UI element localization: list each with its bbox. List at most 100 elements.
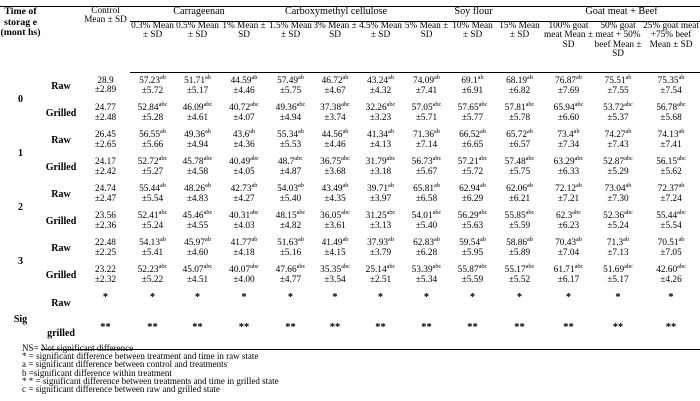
value-cell: 41.34ab ±4.13 (357, 127, 404, 154)
significance-superscript: ab (480, 182, 486, 190)
significance-superscript: ab (576, 182, 582, 190)
sd-value: ±2.51 (369, 274, 392, 285)
mean-value: 46.09 (182, 103, 204, 114)
value-cell: 46.72ab ±4.67 (313, 73, 357, 101)
significance-superscript: abc (574, 101, 584, 109)
significance-superscript: abc (250, 155, 259, 163)
significance-superscript: ab (678, 128, 685, 136)
mean-value: 23.22 (95, 265, 116, 276)
mean-value: 70.51 (657, 238, 679, 249)
sig-mark: ** (594, 319, 643, 350)
significance-superscript: abc (478, 101, 488, 109)
significance-superscript: abc (574, 155, 584, 163)
sd-value: ±2.89 (94, 85, 117, 96)
value-cell: 65.81ab ±6.58 (404, 181, 449, 208)
sig-mark: ** (357, 319, 405, 350)
state-header-spacer (41, 6, 81, 73)
value-cell: 53.72abc ±5.37 (594, 100, 642, 127)
sd-value: ±6.17 (557, 274, 580, 285)
sd-value: ±4.94 (186, 139, 209, 150)
sig-mark: ** (130, 319, 175, 350)
mean-value: 37.38 (320, 103, 342, 114)
table-row: Grilled 23.22 ±2.32 52.23abc ±5.22 45.07abc ±4… (0, 262, 700, 289)
mean-value: 69.1 (461, 76, 478, 87)
value-cell: 45.78abc ±4.58 (175, 154, 220, 181)
mean-value: 54.13 (139, 238, 160, 249)
significance-superscript: ab (298, 236, 304, 244)
significance-superscript: abc (158, 209, 168, 217)
mean-value: 41.34 (367, 130, 388, 141)
significance-superscript: abc (203, 155, 213, 163)
value-cell: 74.27ab ±7.43 (594, 127, 642, 154)
mean-value: 55.87 (457, 265, 479, 276)
sig-mark: * (668, 292, 674, 303)
significance-superscript: ab (298, 182, 304, 190)
sd-value: ±3.61 (324, 220, 346, 231)
value-cell: 74.09ab ±7.41 (404, 73, 449, 101)
value-cell: 47.66abc ±4.77 (268, 262, 313, 289)
mean-value: 31.25 (365, 211, 387, 222)
mean-value: 61.71 (553, 265, 575, 276)
sig-state-cell: Raw (51, 298, 71, 310)
significance-superscript: abc (432, 101, 442, 109)
table-body: 0 Raw 28.9 ±2.89 57.23ab ±5.72 51.71ab ±5.17 44.… (0, 73, 700, 350)
sd-value: ±5.41 (141, 247, 164, 258)
sd-value: ±5.54 (660, 220, 682, 231)
value-cell: 43.6ab ±4.36 (220, 127, 268, 154)
significance-superscript: ab (625, 182, 632, 190)
sd-value: ±4.58 (186, 166, 209, 177)
significance-superscript: abc (386, 101, 396, 109)
sd-value: ±5.54 (141, 193, 164, 204)
mean-value: 62.06 (506, 184, 527, 195)
value-cell: 24.74 ±2.47 (81, 181, 130, 208)
column-header-soy-5: 5% Mean ± SD (404, 21, 450, 73)
value-cell: 73.4ab ±7.34 (543, 127, 594, 154)
value-cell: 55.44abc ±5.54 (642, 208, 700, 235)
significance-superscript: abc (677, 155, 686, 163)
column-header-cmc-15: 1.5% Mean ± SD (268, 21, 314, 73)
sd-value: ±3.79 (369, 247, 392, 258)
sig-mark: ** (313, 319, 358, 350)
time-header: Time of storag e (mont hs) (0, 6, 41, 73)
sd-value: ±4.67 (324, 85, 346, 96)
value-cell: 66.52ab ±6.65 (449, 127, 496, 154)
sd-value: ±4.60 (186, 247, 209, 258)
sd-value: ±3.54 (324, 274, 346, 285)
sd-value: ±6.65 (461, 139, 484, 150)
value-cell: 43.49ab ±4.35 (313, 181, 357, 208)
sd-value: ±2.48 (94, 112, 117, 123)
sd-value: ±3.97 (369, 193, 392, 204)
sd-value: ±2.32 (94, 274, 117, 285)
time-cell: 2 (18, 202, 23, 214)
value-cell: 23.22 ±2.32 (81, 262, 130, 289)
mean-value: 22.48 (95, 238, 116, 249)
value-cell: 57.21abc ±5.72 (449, 154, 496, 181)
mean-value: 48.26 (184, 184, 205, 195)
sd-value: ±7.69 (557, 85, 580, 96)
value-cell: 54.03ab ±5.40 (268, 181, 313, 208)
state-cell: Grilled (45, 215, 77, 227)
table-row: Grilled 24.77 ±2.48 52.84abc ±5.28 46.09abc ±4… (0, 100, 700, 127)
significance-superscript: abc (677, 263, 686, 271)
significance-superscript: ab (678, 182, 685, 190)
mean-value: 55.17 (504, 265, 526, 276)
significance-superscript: ab (678, 74, 685, 82)
mean-value: 28.9 (97, 75, 114, 86)
sd-value: ±4.13 (369, 139, 392, 150)
sig-mark: ** (449, 319, 497, 350)
significance-superscript: abc (432, 263, 442, 271)
sig-mark: * (423, 292, 430, 303)
value-cell: 57.23ab ±5.72 (130, 73, 175, 101)
mean-value: 24.74 (95, 184, 116, 195)
value-cell: 51.71ab ±5.17 (175, 73, 220, 101)
sd-value: ±7.30 (607, 193, 629, 204)
value-cell: 62.3abc ±6.23 (543, 208, 594, 235)
mean-value: 52.41 (137, 211, 159, 222)
sd-value: ±6.28 (415, 247, 438, 258)
value-cell: 22.48 ±2.25 (81, 235, 130, 262)
value-cell: 71.3ab ±7.13 (594, 235, 642, 262)
mean-value: 62.83 (413, 238, 434, 249)
mean-value: 66.52 (459, 130, 480, 141)
sd-value: ±5.77 (461, 112, 484, 123)
mean-value: 44.59 (230, 76, 252, 87)
